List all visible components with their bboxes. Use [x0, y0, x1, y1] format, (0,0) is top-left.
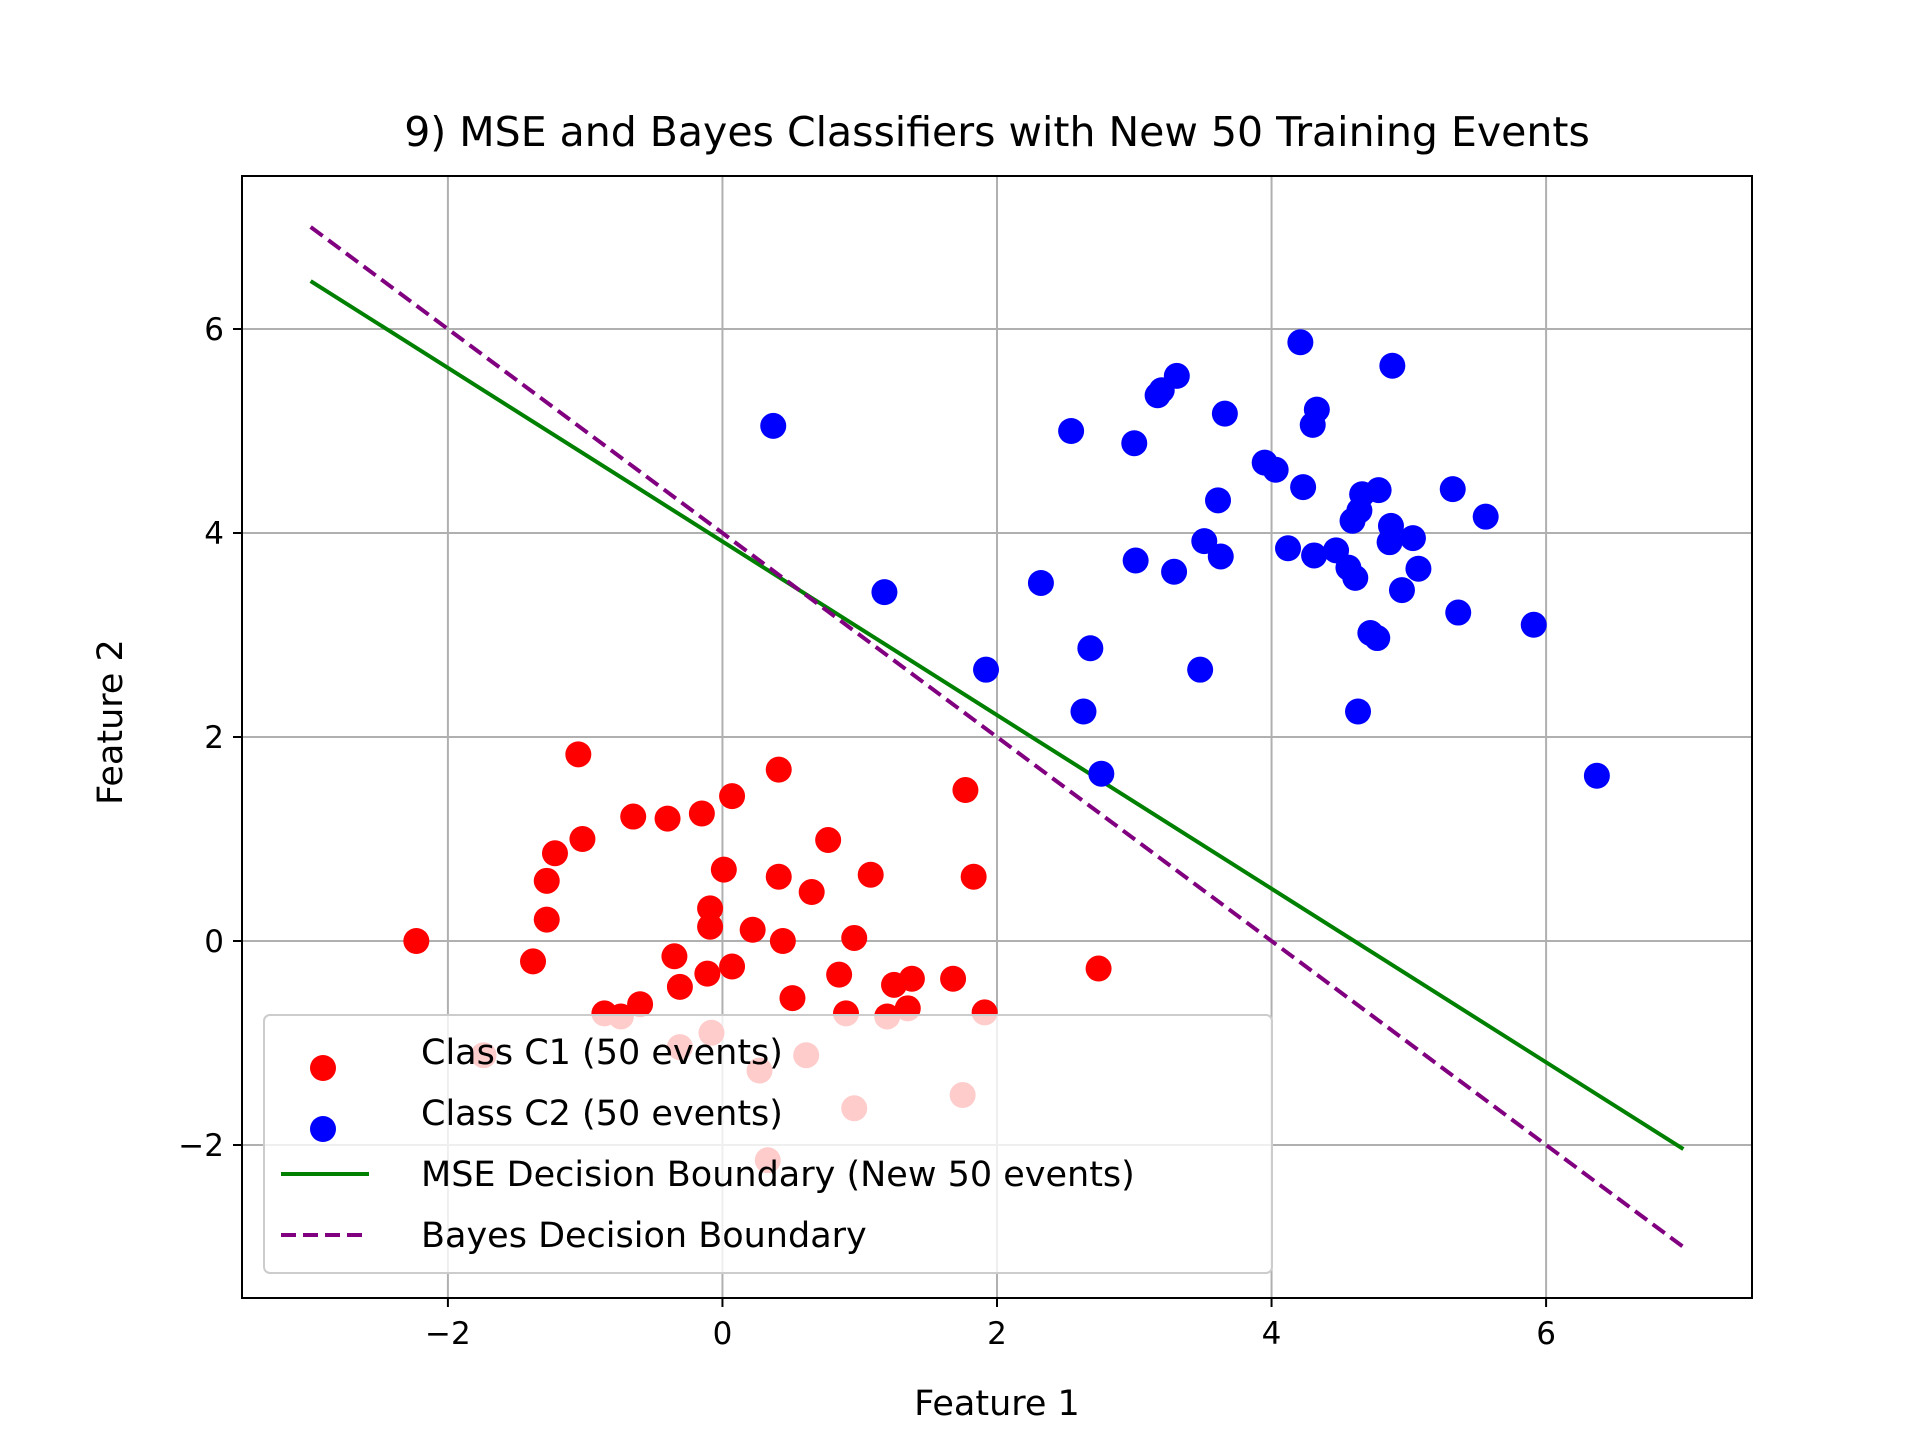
class-c1-point [765, 863, 792, 890]
class-c2-point [1287, 329, 1314, 356]
mse-boundary-line [309, 279, 1685, 1151]
class-c2-point [1472, 503, 1499, 530]
class-c1-point [815, 827, 842, 854]
class-c1-point [826, 961, 853, 988]
y-axis-title: Feature 2 [91, 639, 131, 805]
class-c1-point [960, 863, 987, 890]
y-tick-label: 6 [204, 312, 224, 348]
y-tick-label: −2 [178, 1128, 224, 1164]
class-c2-point [1290, 474, 1317, 501]
class-c2-point [1207, 543, 1234, 570]
class-c2-point [1405, 555, 1432, 582]
y-tick-label: 2 [204, 720, 224, 756]
axis-ticks: −2 0 2 4 6 −2 0 2 4 6 [178, 312, 1556, 1352]
class-c2-point [1262, 456, 1289, 483]
class-c2-point [1520, 611, 1547, 638]
class-c1-point [654, 805, 681, 832]
class-c2-point [1187, 656, 1214, 683]
x-tick-label: −2 [425, 1316, 471, 1352]
legend-entry-c1-marker [310, 1055, 336, 1081]
legend-entry-bayes-label: Bayes Decision Boundary [421, 1216, 867, 1256]
class-c1-point [940, 965, 967, 992]
boundary-lines [309, 225, 1685, 1249]
class-c2-point [1275, 535, 1302, 562]
class-c2-point [1121, 430, 1148, 457]
class-c2-point [1077, 635, 1104, 662]
class-c1-point [952, 777, 979, 804]
class-c1-point [765, 756, 792, 783]
class-c1-point [719, 783, 746, 810]
class-c1-point [541, 840, 568, 867]
class-c1-point [719, 953, 746, 980]
class-c2-point [1301, 542, 1328, 569]
class-c2-point [1399, 525, 1426, 552]
class-c2-point [1027, 569, 1054, 596]
class-c1-point [798, 879, 825, 906]
legend-entry-mse-label: MSE Decision Boundary (New 50 events) [421, 1155, 1135, 1195]
class-c1-point [1085, 955, 1112, 982]
class-c2-point [1205, 487, 1232, 514]
class-c2-point [1191, 528, 1218, 555]
class-c2-point [1163, 362, 1190, 389]
class-c2-point [1445, 599, 1472, 626]
y-tick-label: 0 [204, 924, 224, 960]
class-c2-point [1388, 577, 1415, 604]
x-tick-label: 4 [1262, 1316, 1282, 1352]
class-c2-point [1583, 762, 1610, 789]
class-c2-point [1377, 512, 1404, 539]
chart-title: 9) MSE and Bayes Classifiers with New 50… [404, 108, 1590, 156]
class-c1-point [779, 985, 806, 1012]
legend-entry-c2-marker [310, 1116, 336, 1142]
class-c2-point [1088, 760, 1115, 787]
class-c1-point [898, 965, 925, 992]
class-c2-point [1070, 698, 1097, 725]
class-c1-point [697, 895, 724, 922]
legend-box [263, 1014, 1273, 1274]
x-tick-label: 0 [713, 1316, 733, 1352]
legend-entry-c2-label: Class C2 (50 events) [421, 1094, 783, 1134]
class-c1-point [710, 856, 737, 883]
class-c1-point [569, 826, 596, 852]
class-c2-point [760, 412, 787, 439]
class-c2-point [1122, 547, 1149, 574]
class-c2-point [1161, 558, 1188, 585]
x-axis-title: Feature 1 [914, 1384, 1080, 1424]
legend: Class C1 (50 events) Class C2 (50 events)… [263, 1014, 1273, 1274]
class-c1-point [620, 803, 647, 830]
y-tick-label: 4 [204, 516, 224, 552]
class-c2-point [1342, 564, 1369, 591]
class-c1-point [661, 943, 688, 970]
class-c1-point [520, 948, 547, 975]
class-c2-point [1365, 477, 1392, 504]
x-tick-label: 6 [1536, 1316, 1556, 1352]
class-c1-point [627, 991, 654, 1018]
class-c1-point [694, 960, 721, 987]
class-c1-point [739, 916, 766, 943]
legend-entry-c1-label: Class C1 (50 events) [421, 1033, 783, 1073]
class-c1-point [857, 861, 884, 888]
class-c2-point [1364, 625, 1391, 652]
class-c1-point [533, 867, 560, 894]
class-c2-point [1439, 476, 1466, 503]
x-tick-label: 2 [987, 1316, 1007, 1352]
class-c1-point [666, 973, 693, 1000]
class-c2-point [1211, 400, 1238, 427]
class-c1-point [533, 906, 560, 933]
class-c2-point [871, 579, 898, 606]
class-c2-point [1345, 698, 1372, 725]
class-c2-point [1379, 352, 1406, 379]
class-c2-point [973, 656, 1000, 683]
class-c2-point [1303, 396, 1330, 423]
class-c1-point [565, 741, 592, 768]
class-c1-point [769, 928, 796, 954]
class-c1-point [697, 913, 724, 940]
class-c1-point [688, 800, 715, 827]
class-c1-point [841, 924, 868, 951]
class-c1-point [403, 928, 430, 954]
class-c2-point [1058, 418, 1085, 444]
